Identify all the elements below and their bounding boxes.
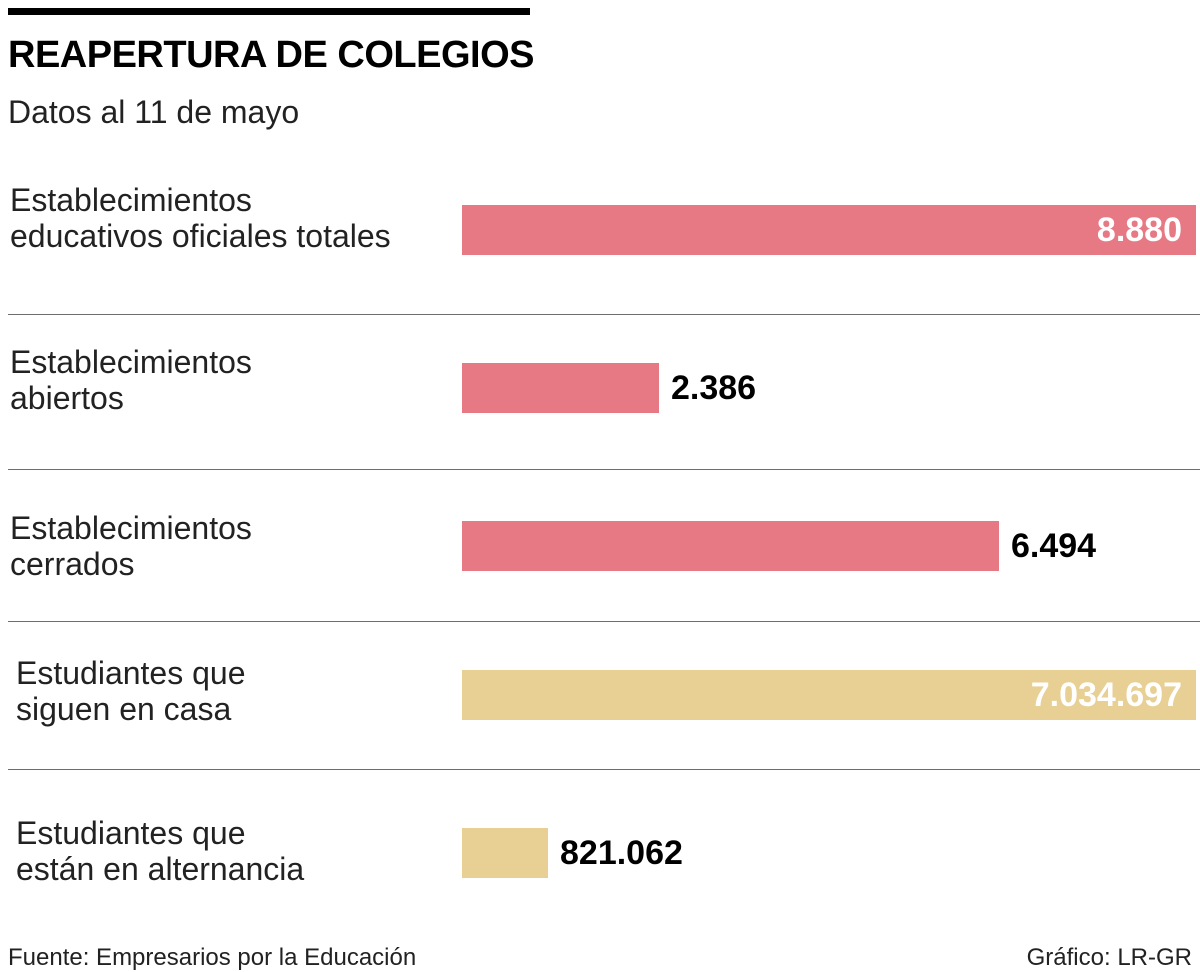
chart-subtitle: Datos al 11 de mayo [8, 94, 300, 130]
graphic-credit: Gráfico: LR-GR [1026, 944, 1192, 971]
value-label: 6.494 [1011, 527, 1097, 565]
top-rule [8, 8, 530, 15]
category-label: Establecimientos educativos oficiales to… [10, 182, 391, 254]
bar [462, 521, 999, 571]
row-divider [8, 769, 1200, 770]
row-divider [8, 621, 1200, 622]
source-note: Fuente: Empresarios por la Educación [8, 944, 417, 971]
value-label: 7.034.697 [1030, 676, 1182, 714]
category-label: Establecimientos cerrados [10, 510, 252, 582]
value-label: 821.062 [560, 834, 683, 872]
row-divider [8, 469, 1200, 470]
bar [462, 670, 1196, 720]
category-label: Estudiantes que están en alternancia [16, 815, 305, 887]
category-label: Establecimientos abiertos [10, 344, 252, 416]
row-divider [8, 314, 1200, 315]
value-label: 8.880 [1096, 211, 1182, 249]
bar [462, 363, 659, 413]
bar [462, 205, 1196, 255]
value-label: 2.386 [671, 369, 757, 407]
category-label: Estudiantes que siguen en casa [16, 655, 246, 727]
chart-title: REAPERTURA DE COLEGIOS [8, 34, 534, 76]
bar [462, 828, 548, 878]
